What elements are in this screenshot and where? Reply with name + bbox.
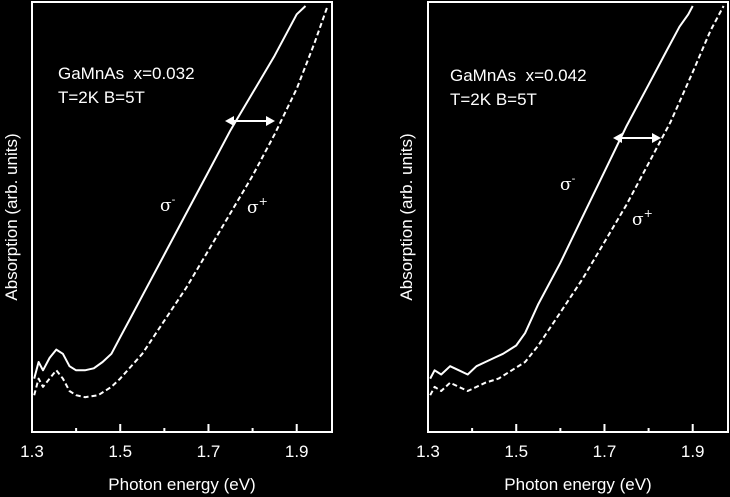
right-material-label: GaMnAs x=0.042: [450, 66, 587, 85]
right-tick-layer: 1.3 1.5 1.7 1.9: [416, 424, 705, 461]
right-plot-layer: [429, 5, 725, 396]
right-x-tick-label: 1.5: [504, 442, 528, 461]
left-y-axis-title: Absorption (arb. units): [2, 133, 21, 300]
left-sigma-plus-label: σ+: [247, 195, 268, 218]
right-x-tick-label: 1.9: [681, 442, 705, 461]
left-chart-panel: 1.3 1.5 1.7 1.9 Photon energy (eV) Absorpti…: [2, 1, 333, 494]
left-conditions-label: T=2K B=5T: [58, 88, 145, 107]
left-plot-frame: [31, 1, 333, 433]
right-x-axis-title: Photon energy (eV): [504, 475, 651, 494]
left-x-tick-label: 1.9: [285, 442, 309, 461]
left-material-label: GaMnAs x=0.032: [58, 64, 195, 83]
right-series-sigma-minus: [429, 5, 694, 380]
left-plot-layer: [33, 5, 329, 399]
left-x-tick-label: 1.5: [108, 442, 132, 461]
right-chart-panel: 1.3 1.5 1.7 1.9 Photon energy (eV) Absorpti…: [397, 1, 729, 494]
left-x-axis-title: Photon energy (eV): [108, 475, 255, 494]
right-sigma-plus-label: σ+: [632, 207, 653, 230]
left-x-tick-label: 1.7: [197, 442, 221, 461]
right-x-tick-label: 1.7: [593, 442, 617, 461]
right-splitting-arrow: [613, 133, 661, 143]
right-conditions-label: T=2K B=5T: [450, 90, 537, 109]
right-plot-frame: [427, 1, 729, 433]
right-sigma-minus-label: σ-: [560, 172, 576, 195]
right-y-axis-title: Absorption (arb. units): [397, 133, 416, 300]
left-tick-layer: 1.3 1.5 1.7 1.9: [20, 424, 309, 461]
left-series-sigma-plus: [33, 5, 329, 399]
left-series-sigma-minus: [33, 5, 307, 379]
left-sigma-minus-label: σ-: [160, 193, 176, 216]
right-series-sigma-plus: [429, 5, 725, 396]
left-splitting-arrow: [225, 116, 275, 126]
right-x-tick-label: 1.3: [416, 442, 440, 461]
left-x-tick-label: 1.3: [20, 442, 44, 461]
